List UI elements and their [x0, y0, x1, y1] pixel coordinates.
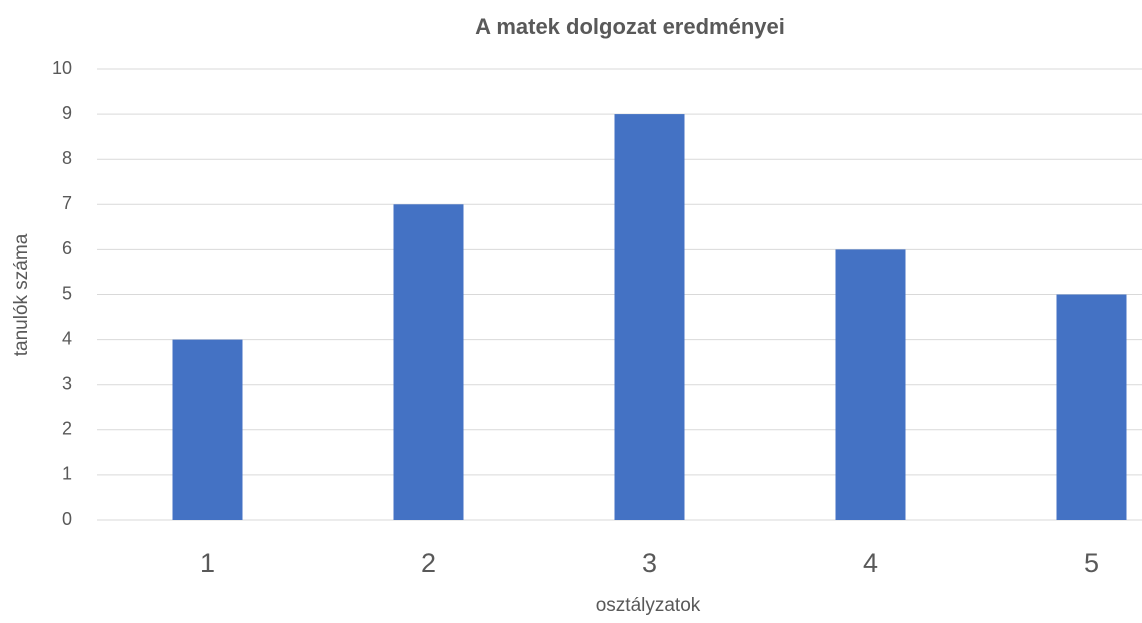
y-tick-label: 9 — [62, 103, 72, 123]
y-tick-label: 5 — [62, 283, 72, 303]
y-tick-label: 8 — [62, 148, 72, 168]
bar — [1056, 294, 1127, 520]
chart-title: A matek dolgozat eredményei — [475, 14, 785, 39]
y-tick-label: 2 — [62, 419, 72, 439]
x-tick-label: 5 — [1084, 548, 1099, 578]
x-tick-label: 4 — [863, 548, 878, 578]
x-tick-label: 2 — [421, 548, 436, 578]
y-tick-label: 10 — [52, 58, 72, 78]
bar — [172, 339, 243, 520]
y-tick-label: 1 — [62, 464, 72, 484]
x-tick-label: 3 — [642, 548, 657, 578]
y-tick-label: 3 — [62, 373, 72, 393]
bar — [835, 249, 906, 520]
y-tick-label: 4 — [62, 328, 72, 348]
bar — [393, 204, 464, 521]
y-tick-label: 0 — [62, 509, 72, 529]
x-tick-label: 1 — [200, 548, 215, 578]
bar — [614, 114, 685, 520]
y-axis-label: tanulók száma — [11, 233, 32, 356]
y-tick-label: 7 — [62, 193, 72, 213]
y-tick-label: 6 — [62, 238, 72, 258]
x-axis-label: osztályzatok — [596, 595, 701, 616]
